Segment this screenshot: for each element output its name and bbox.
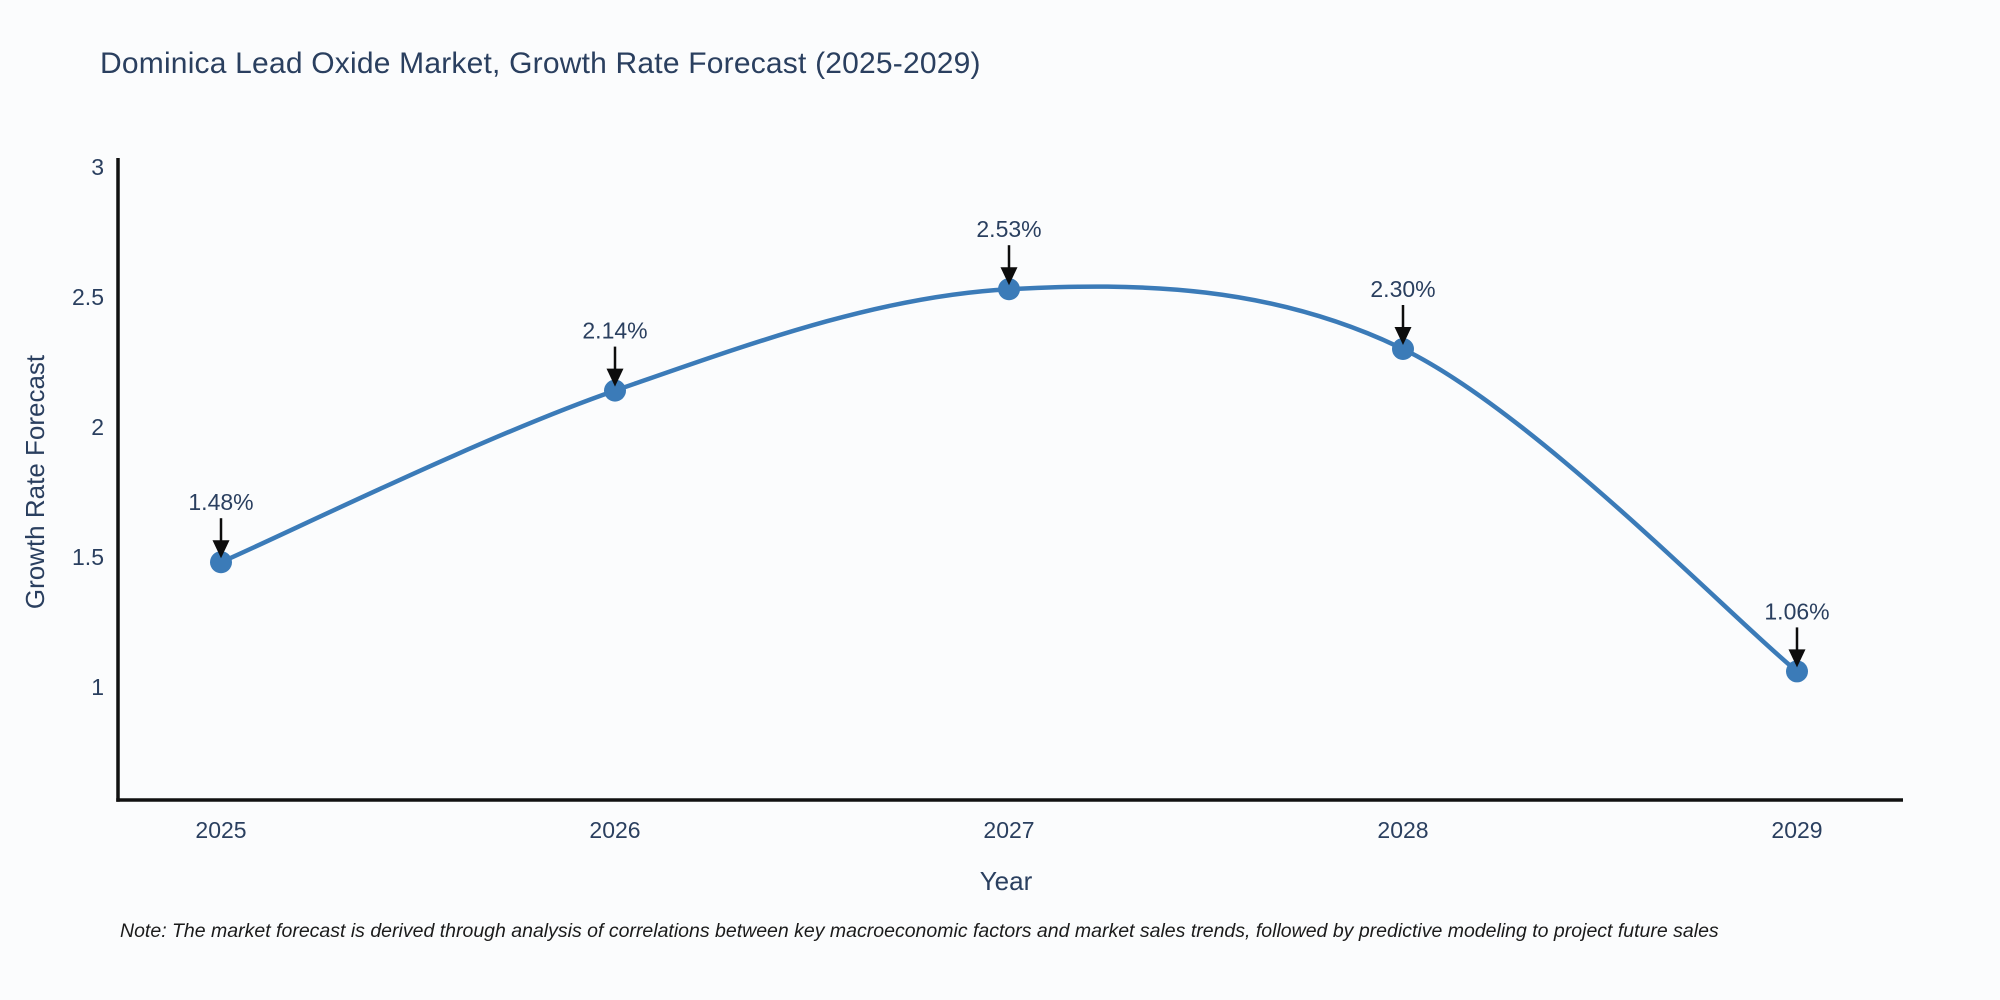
y-tick-label: 3 xyxy=(91,154,104,180)
forecast-line xyxy=(218,284,1800,674)
y-axis-title: Growth Rate Forecast xyxy=(20,354,50,609)
x-tick-label: 2026 xyxy=(589,817,640,843)
data-point-label: 1.48% xyxy=(188,489,253,515)
data-point-marker xyxy=(210,551,232,574)
x-tick-label: 2028 xyxy=(1377,817,1428,843)
annotation-arrowhead xyxy=(212,540,230,559)
chart-footnote: Note: The market forecast is derived thr… xyxy=(120,920,1719,942)
annotation-arrowhead xyxy=(606,368,624,387)
data-point-marker xyxy=(998,278,1020,301)
data-point-label: 2.14% xyxy=(582,318,647,344)
data-point-marker xyxy=(604,379,626,402)
y-tick-label: 2 xyxy=(91,414,104,440)
data-point-label: 2.30% xyxy=(1370,276,1435,302)
x-tick-label: 2029 xyxy=(1771,817,1822,843)
y-tick-label: 1 xyxy=(91,674,104,700)
x-tick-label: 2027 xyxy=(983,817,1034,843)
x-axis-title: Year xyxy=(980,866,1033,896)
data-point-marker xyxy=(1392,338,1414,360)
data-point-label: 2.53% xyxy=(976,216,1041,242)
x-tick-label: 2025 xyxy=(195,817,246,843)
data-point-marker xyxy=(1786,660,1808,683)
y-tick-label: 2.5 xyxy=(72,284,104,310)
annotation-arrowhead xyxy=(1788,649,1806,668)
chart-title: Dominica Lead Oxide Market, Growth Rate … xyxy=(100,47,981,80)
annotation-arrowhead xyxy=(1000,267,1018,286)
data-point-label: 1.06% xyxy=(1764,598,1829,624)
y-tick-label: 1.5 xyxy=(72,544,104,570)
annotation-arrowhead xyxy=(1394,327,1412,345)
